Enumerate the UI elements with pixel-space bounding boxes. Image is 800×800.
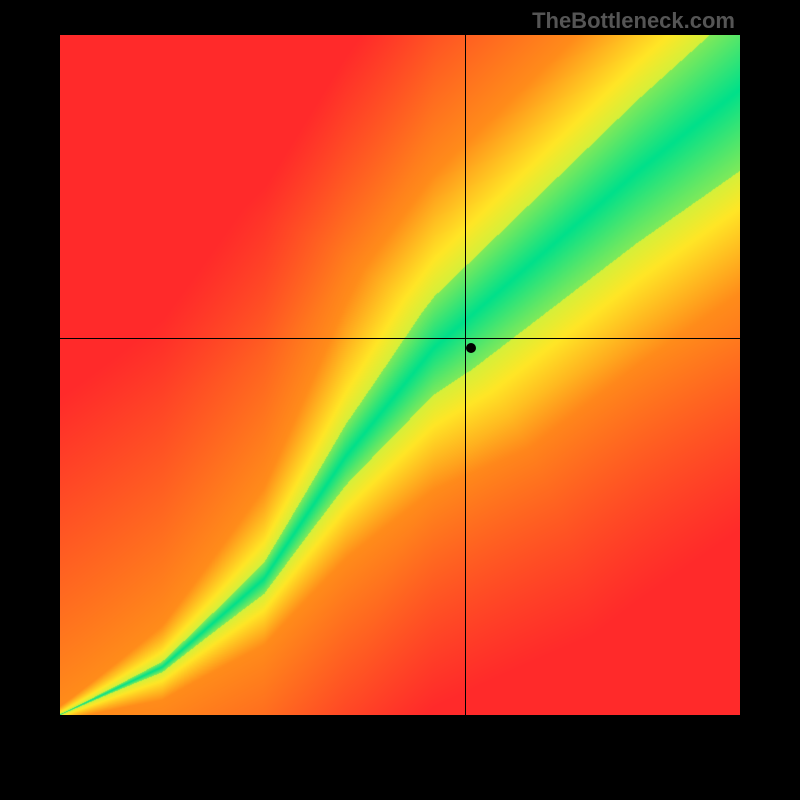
crosshair-vertical bbox=[465, 35, 466, 715]
heatmap-canvas bbox=[60, 35, 740, 715]
watermark-text: TheBottleneck.com bbox=[532, 8, 735, 34]
heatmap-chart bbox=[60, 35, 740, 715]
data-point-marker bbox=[466, 343, 476, 353]
crosshair-horizontal bbox=[60, 338, 740, 339]
